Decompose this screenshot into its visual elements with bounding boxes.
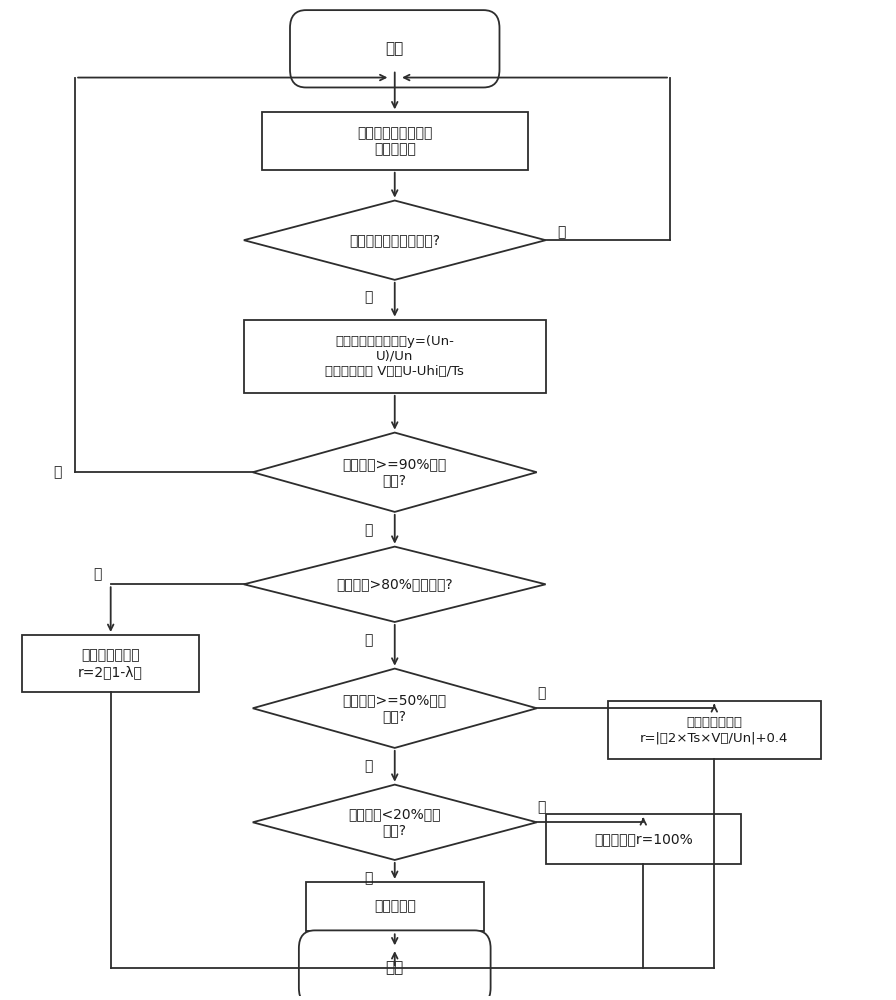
Text: 否: 否: [557, 225, 565, 239]
Text: 当前电压>80%额定电压?: 当前电压>80%额定电压?: [336, 577, 453, 591]
Text: 当前电压>=90%额定
电压?: 当前电压>=90%额定 电压?: [342, 457, 447, 487]
Text: 是: 是: [364, 291, 373, 305]
Polygon shape: [253, 433, 537, 512]
Text: 否: 否: [364, 523, 373, 537]
FancyBboxPatch shape: [290, 10, 499, 87]
Text: 电网电压是否发生跌落?: 电网电压是否发生跌落?: [349, 233, 440, 247]
Text: 否: 否: [537, 800, 546, 814]
Text: 是: 是: [93, 567, 102, 581]
Text: 计算无功补偿率
r=2（1-λ）: 计算无功补偿率 r=2（1-λ）: [78, 649, 143, 679]
Polygon shape: [244, 201, 546, 280]
Text: 是: 是: [364, 871, 373, 885]
Bar: [546, 814, 741, 864]
Text: 检测并计算电网三相
电压有效值: 检测并计算电网三相 电压有效值: [357, 126, 433, 156]
Bar: [22, 635, 200, 692]
Bar: [262, 112, 528, 170]
Text: 否: 否: [364, 759, 373, 773]
Text: 当前电压>=50%额定
电压?: 当前电压>=50%额定 电压?: [342, 693, 447, 723]
Bar: [306, 882, 484, 931]
Polygon shape: [253, 785, 537, 860]
Polygon shape: [253, 669, 537, 748]
Text: 逆变器离网: 逆变器离网: [374, 900, 416, 914]
Text: 开始: 开始: [385, 41, 404, 56]
Text: 当前电压<20%额定
电压?: 当前电压<20%额定 电压?: [349, 807, 441, 837]
Text: 计算电网电压跌落率y=(Un-
U)/Un
电压跌落速度 V＝（U-Uhi）/Ts: 计算电网电压跌落率y=(Un- U)/Un 电压跌落速度 V＝（U-Uhi）/T…: [325, 335, 464, 378]
Text: 是: 是: [537, 686, 546, 700]
Polygon shape: [244, 547, 546, 622]
Text: 结束: 结束: [385, 961, 404, 976]
Text: 计算无功补偿率
r=|（2×Ts×V）/Un|+0.4: 计算无功补偿率 r=|（2×Ts×V）/Un|+0.4: [640, 716, 788, 744]
Bar: [607, 701, 821, 759]
Text: 无功补偿率r=100%: 无功补偿率r=100%: [594, 832, 693, 846]
Bar: [244, 320, 546, 393]
Text: 是: 是: [53, 465, 62, 479]
FancyBboxPatch shape: [299, 930, 491, 1000]
Text: 否: 否: [364, 633, 373, 647]
